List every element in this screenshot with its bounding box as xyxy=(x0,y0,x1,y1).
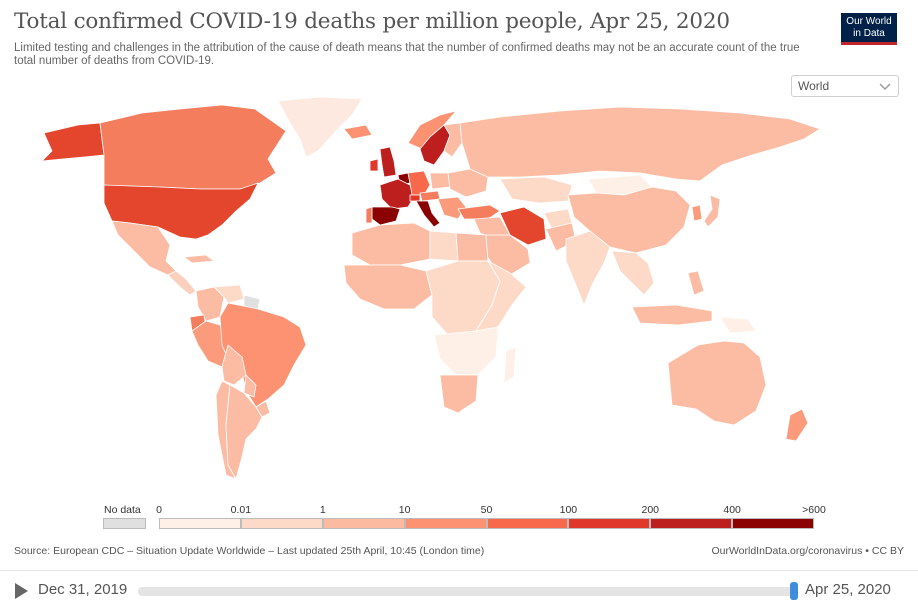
region-south-africa[interactable] xyxy=(439,374,479,414)
color-legend: No data 0 0.01 1 10 50 100 200 400 >600 xyxy=(0,500,918,540)
region-portugal[interactable] xyxy=(365,206,373,224)
legend-no-data-swatch xyxy=(103,518,146,529)
region-france[interactable] xyxy=(379,178,415,210)
region-poland[interactable] xyxy=(429,172,451,190)
legend-color-bin[interactable] xyxy=(486,518,569,529)
region-japan[interactable] xyxy=(703,194,721,228)
region-ireland[interactable] xyxy=(369,158,379,172)
play-icon[interactable] xyxy=(15,583,28,599)
region-spain[interactable] xyxy=(371,206,401,226)
region-uruguay[interactable] xyxy=(255,400,271,418)
legend-color-bin[interactable] xyxy=(159,518,241,529)
region-cuba[interactable] xyxy=(183,254,215,264)
region-new-zealand[interactable] xyxy=(785,408,809,442)
region-russia[interactable] xyxy=(459,106,821,182)
timeline-end-label: Apr 25, 2020 xyxy=(805,581,891,598)
region-canada[interactable] xyxy=(99,104,287,190)
legend-tick-label: 10 xyxy=(398,504,411,516)
region-united-kingdom[interactable] xyxy=(379,146,397,178)
region-egypt[interactable] xyxy=(455,232,489,262)
legend-tick-label: 200 xyxy=(641,504,660,516)
region-kazakhstan[interactable] xyxy=(499,176,573,204)
region-paraguay[interactable] xyxy=(243,374,257,398)
world-map[interactable] xyxy=(0,95,918,495)
legend-tick-label: 100 xyxy=(559,504,578,516)
legend-tick-label: >600 xyxy=(802,504,826,516)
region-indonesia[interactable] xyxy=(631,304,713,326)
region-india[interactable] xyxy=(565,230,611,306)
region-central-america[interactable] xyxy=(167,270,197,296)
legend-color-bin[interactable] xyxy=(650,518,733,529)
region-korea[interactable] xyxy=(691,204,703,222)
region-argentina[interactable] xyxy=(225,384,263,480)
region-alaska[interactable] xyxy=(41,122,105,162)
timeline: Dec 31, 2019 Apr 25, 2020 xyxy=(0,570,918,611)
legend-color-bin[interactable] xyxy=(240,518,323,529)
region-select-value: World xyxy=(798,79,830,93)
chart-subtitle: Limited testing and challenges in the at… xyxy=(14,42,800,67)
region-australia[interactable] xyxy=(667,340,767,426)
owid-logo[interactable]: Our World in Data xyxy=(841,13,897,45)
region-iceland[interactable] xyxy=(343,124,373,140)
chart-title: Total confirmed COVID-19 deaths per mill… xyxy=(14,9,730,34)
legend-no-data-label: No data xyxy=(104,504,141,516)
region-north-africa[interactable] xyxy=(351,222,431,266)
region-switzerland[interactable] xyxy=(409,194,421,202)
legend-color-bin[interactable] xyxy=(568,518,651,529)
logo-line-2: in Data xyxy=(853,28,885,39)
region-italy[interactable] xyxy=(415,200,441,228)
legend-tick-label: 1 xyxy=(319,504,326,516)
legend-color-bin[interactable] xyxy=(732,518,814,529)
legend-tick-label: 0 xyxy=(156,504,162,516)
logo-line-1: Our World xyxy=(846,16,892,27)
region-madagascar[interactable] xyxy=(503,346,517,384)
timeline-start-label: Dec 31, 2019 xyxy=(38,581,128,598)
region-southern-africa[interactable] xyxy=(433,326,499,376)
legend-tick-label: 50 xyxy=(480,504,493,516)
region-turkey[interactable] xyxy=(457,204,501,220)
chevron-down-icon xyxy=(879,83,891,90)
license-note[interactable]: OurWorldInData.org/coronavirus • CC BY xyxy=(711,545,904,557)
timeline-track[interactable] xyxy=(138,587,792,596)
timeline-handle[interactable] xyxy=(790,582,798,600)
region-papua-new-guinea[interactable] xyxy=(719,316,757,334)
region-southeast-asia[interactable] xyxy=(611,250,655,296)
region-philippines[interactable] xyxy=(687,270,705,296)
region-select[interactable]: World xyxy=(791,75,899,97)
legend-tick-label: 400 xyxy=(723,504,741,516)
region-libya[interactable] xyxy=(429,230,459,262)
source-note[interactable]: Source: European CDC – Situation Update … xyxy=(14,545,485,557)
legend-color-bin[interactable] xyxy=(322,518,405,529)
region-west-africa[interactable] xyxy=(343,264,433,310)
region-germany[interactable] xyxy=(407,170,431,196)
region-austria[interactable] xyxy=(419,190,441,202)
region-greenland[interactable] xyxy=(277,96,363,158)
legend-tick-label: 0.01 xyxy=(230,504,252,516)
region-venezuela[interactable] xyxy=(213,284,245,304)
legend-color-bin[interactable] xyxy=(404,518,487,529)
